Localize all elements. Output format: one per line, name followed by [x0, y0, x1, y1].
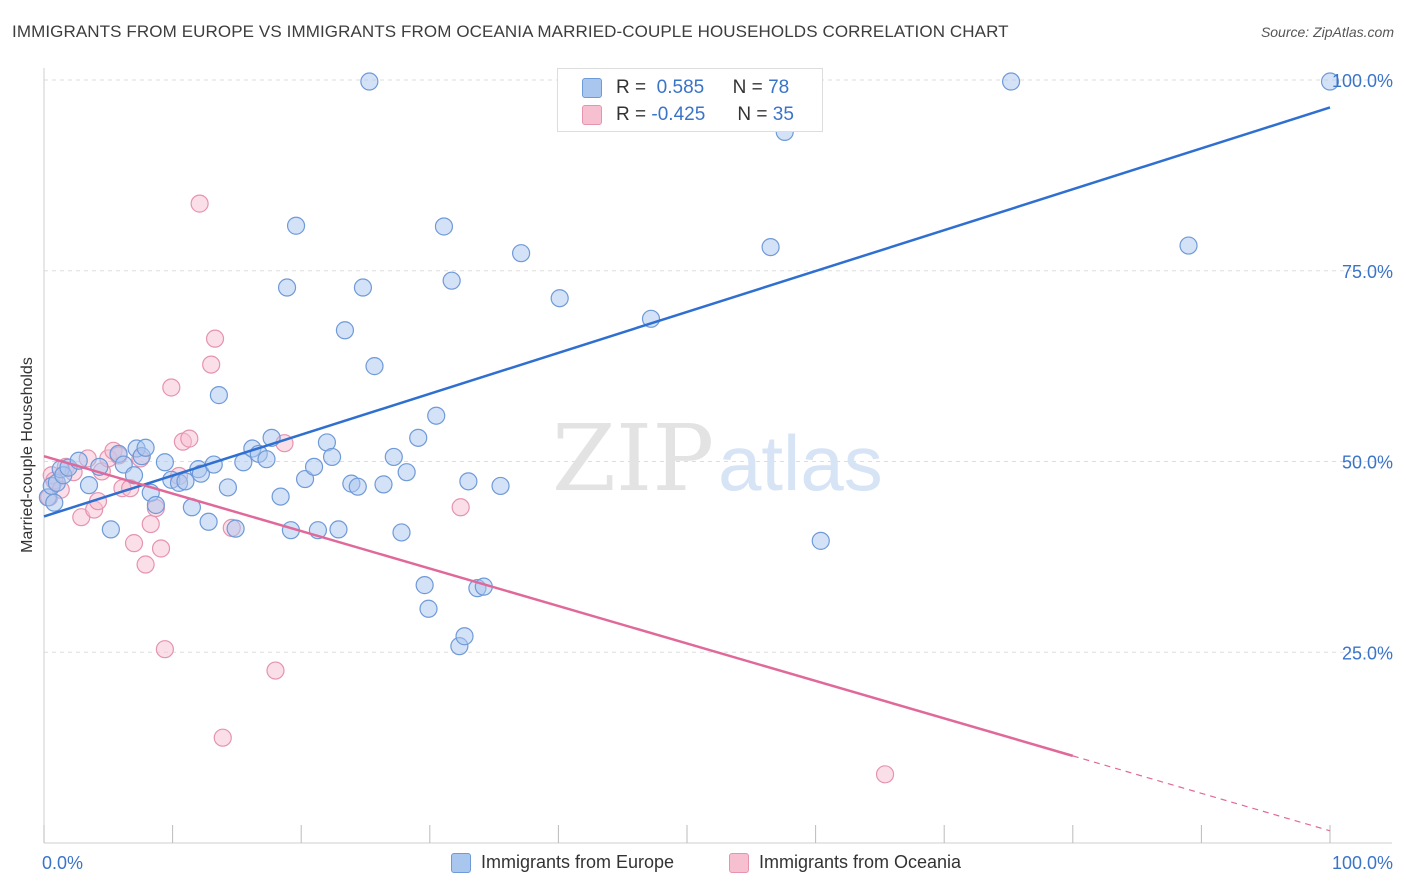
point-europe [455, 627, 474, 646]
point-europe [419, 599, 438, 618]
trend-line-europe [43, 106, 1331, 518]
bottom-legend-swatch-europe [451, 852, 471, 873]
point-europe [295, 469, 315, 489]
point-europe [322, 447, 342, 467]
point-europe [384, 447, 403, 467]
point-europe [335, 321, 355, 340]
point-europe [209, 386, 228, 405]
bottom-legend-oceania: Immigrants from Oceania [729, 852, 961, 873]
point-oceania [155, 640, 174, 659]
point-europe [304, 457, 324, 476]
tick-labels: 25.0% 50.0% 75.0% 100.0% 0.0% 100.0% [42, 71, 1393, 873]
x-tick-label-min: 0.0% [42, 853, 83, 873]
point-europe [199, 512, 218, 531]
point-oceania [190, 194, 209, 213]
point-europe [1179, 236, 1198, 255]
point-europe [176, 472, 195, 491]
point-europe [415, 576, 434, 595]
point-oceania [141, 514, 160, 534]
point-europe [761, 237, 780, 257]
legend-n-value-oceania: 35 [772, 104, 794, 125]
point-europe [442, 271, 461, 290]
point-oceania [136, 555, 155, 574]
point-oceania [875, 765, 895, 784]
trend-lines [43, 106, 1331, 832]
bottom-legend-label-europe: Immigrants from Europe [481, 852, 675, 872]
point-europe [550, 289, 569, 308]
watermark-atlas: atlas [718, 419, 883, 507]
point-europe [491, 476, 510, 496]
point-oceania [213, 728, 232, 747]
point-oceania [162, 378, 181, 397]
legend-r-label: R = [616, 77, 647, 98]
point-europe [146, 495, 165, 515]
point-oceania [124, 534, 144, 553]
point-oceania [451, 498, 470, 517]
point-europe [257, 450, 276, 469]
legend-r-value-oceania: -0.425 [651, 104, 706, 125]
point-europe [124, 466, 144, 485]
point-europe [365, 357, 384, 376]
chart-title: IMMIGRANTS FROM EUROPE VS IMMIGRANTS FRO… [12, 22, 1009, 41]
correlation-legend: R = 0.585 N = 78 R = -0.425 N = 35 [557, 68, 823, 132]
point-oceania [266, 661, 285, 680]
legend-n-value-europe: 78 [768, 77, 790, 98]
point-oceania [202, 355, 221, 374]
y-tick-label: 100.0% [1332, 71, 1393, 91]
point-europe [1320, 72, 1340, 91]
point-oceania [180, 429, 199, 448]
point-europe [277, 278, 297, 297]
legend-r-label: R = [616, 104, 647, 125]
point-europe [374, 475, 393, 494]
point-europe [226, 519, 245, 538]
x-tick-label-max: 100.0% [1332, 853, 1393, 873]
legend-row-oceania: R = -0.425 N = 35 [582, 103, 794, 127]
point-europe [811, 531, 830, 550]
point-europe [155, 453, 174, 472]
gridlines [44, 79, 1392, 653]
legend-swatch-europe [582, 78, 602, 98]
point-europe [512, 244, 531, 263]
point-europe [409, 428, 428, 447]
point-oceania [205, 329, 225, 348]
point-europe [360, 72, 379, 91]
bottom-legend-swatch-oceania [729, 852, 749, 873]
point-europe [286, 216, 306, 235]
y-tick-label: 50.0% [1342, 453, 1393, 473]
legend-swatch-oceania [582, 105, 602, 125]
legend-n-label: N = [737, 104, 768, 125]
point-europe [218, 478, 237, 497]
point-europe [271, 487, 290, 506]
point-europe [392, 523, 411, 542]
point-europe [434, 217, 454, 236]
point-europe [79, 476, 99, 495]
y-tick-label: 75.0% [1342, 262, 1393, 282]
y-tick-label: 25.0% [1342, 643, 1393, 663]
source-credit: Source: ZipAtlas.com [1260, 24, 1394, 40]
point-europe [459, 472, 478, 491]
point-europe [136, 438, 155, 457]
legend-r-value-europe: 0.585 [656, 77, 705, 98]
point-europe [397, 463, 416, 482]
axes [43, 68, 1392, 844]
bottom-legend-label-oceania: Immigrants from Oceania [759, 852, 962, 872]
series-europe-points [38, 72, 1340, 656]
trend-line-oceania-extrapolated [1072, 755, 1331, 832]
point-europe [191, 464, 210, 483]
legend-row-europe: R = 0.585 N = 78 [582, 76, 789, 100]
point-europe [329, 520, 348, 539]
trend-line-oceania [43, 454, 1074, 758]
point-europe [427, 406, 446, 425]
point-europe [1001, 72, 1021, 91]
legend-n-label: N = [732, 77, 763, 98]
point-europe [45, 493, 64, 512]
watermark-zip: ZIP [552, 405, 714, 512]
bottom-legend-europe: Immigrants from Europe [451, 852, 674, 873]
point-europe [353, 278, 373, 297]
point-oceania [151, 539, 171, 558]
point-europe [348, 477, 367, 496]
point-europe [101, 520, 120, 539]
